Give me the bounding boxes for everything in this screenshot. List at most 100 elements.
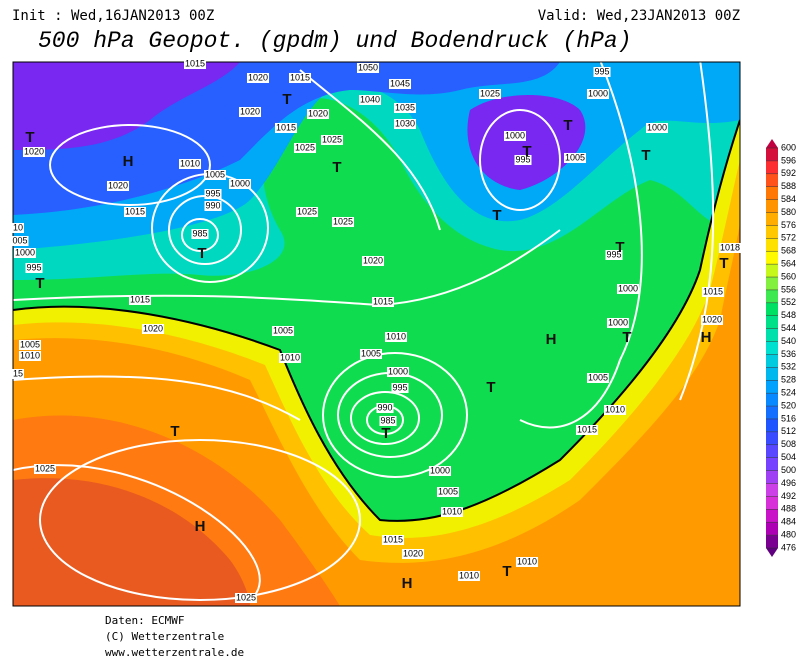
map-title: 500 hPa Geopot. (gpdm) und Bodendruck (h… (38, 28, 632, 54)
isobar-label-bg (616, 284, 640, 294)
colorbar-cell (766, 406, 778, 419)
isobar-label: 1020 (248, 72, 268, 82)
isobar-label-bg (645, 123, 669, 133)
isobar-label: 1005 (565, 152, 585, 162)
colorbar-label: 580 (781, 207, 796, 217)
isobar-label: 1018 (720, 242, 740, 252)
pressure-center: T (522, 143, 531, 160)
colorbar-cell (766, 483, 778, 497)
isobar-label-bg (11, 236, 29, 246)
isobar-label: 995 (515, 154, 530, 164)
colorbar-bottom-cap (766, 548, 778, 557)
isobar-label-bg (128, 295, 152, 305)
colorbar-label: 560 (781, 271, 796, 281)
pressure-center: H (546, 331, 557, 348)
isobar-label-bg (440, 507, 464, 517)
isobar-label: 1010 (20, 350, 40, 360)
isobar-label: 1015 (276, 122, 296, 132)
pressure-center: T (502, 563, 511, 580)
colorbar-cell (766, 457, 778, 471)
isobar-label-bg (293, 143, 317, 153)
colorbar-cell (766, 522, 778, 536)
isobar-label: 1015 (383, 534, 403, 544)
isobar-label: 995 (594, 66, 609, 76)
colorbar-cell (766, 225, 778, 239)
isobar-label: 995 (392, 382, 407, 392)
isobar-label-bg (605, 250, 623, 260)
isobar-label: 1025 (295, 142, 315, 152)
isobar-label-bg (359, 349, 383, 359)
isobar-label-bg (13, 248, 37, 258)
isobar-label: 1015 (703, 286, 723, 296)
isobar-label: 1000 (230, 178, 250, 188)
isobar-label: 1000 (15, 247, 35, 257)
isobar-label: 10 (13, 222, 23, 232)
isobar-label: 1030 (395, 118, 415, 128)
colorbar-label: 576 (781, 220, 796, 230)
colorbar-label: 536 (781, 349, 796, 359)
pressure-center: T (615, 239, 624, 256)
colorbar-label: 600 (781, 142, 796, 152)
colorbar-cell (766, 431, 778, 445)
colorbar-label: 596 (781, 155, 796, 165)
colorbar-cell (766, 393, 778, 407)
isobar-label: 005 (12, 235, 27, 245)
isobar-label: 1020 (24, 146, 44, 156)
isobar-label-bg (386, 367, 410, 377)
isobar-label-bg (22, 147, 46, 157)
copyright: (C) Wetterzentrale (105, 630, 224, 643)
isobar-label: 1025 (297, 206, 317, 216)
isobar-label-bg (141, 324, 165, 334)
colorbar-label: 524 (781, 388, 796, 398)
colorbar-cell (766, 418, 778, 432)
isobar-label: 1020 (308, 108, 328, 118)
colorbar-cell (766, 160, 778, 174)
colorbar-label: 584 (781, 194, 796, 204)
valid-time: Valid: Wed,23JAN2013 00Z (538, 8, 740, 24)
isobar-label: 995 (26, 262, 41, 272)
isobar-label-bg (391, 383, 409, 393)
isobar-label-bg (331, 217, 355, 227)
isobar-label: 985 (192, 228, 207, 238)
isobar-label: 1000 (608, 317, 628, 327)
isobar-label-bg (371, 297, 395, 307)
pressure-center: T (486, 379, 495, 396)
isobar-label-bg (563, 153, 587, 163)
colorbar-cell (766, 186, 778, 200)
isobar-label-bg (183, 59, 207, 69)
pressure-center: T (563, 117, 572, 134)
isobar-label-bg (228, 179, 252, 189)
isobar-label-bg (11, 369, 25, 379)
colorbar-cell (766, 251, 778, 265)
isobar-label: 1020 (702, 314, 722, 324)
isobar-label: 1020 (108, 180, 128, 190)
isobar-label: 985 (380, 415, 395, 425)
isobar-label-bg (701, 287, 725, 297)
isobar-label: 1015 (373, 296, 393, 306)
isobar-label: 1000 (505, 130, 525, 140)
colorbar-label: 520 (781, 400, 796, 410)
isobar-label-bg (178, 159, 202, 169)
isobar-label-bg (575, 425, 599, 435)
pressure-center: T (622, 329, 631, 346)
isobar-label: 1025 (35, 463, 55, 473)
isobar-label: 1010 (386, 331, 406, 341)
isobar-label-bg (718, 243, 742, 253)
colorbar-label: 504 (781, 452, 796, 462)
isobar-label: 1005 (438, 486, 458, 496)
colorbar-cell (766, 328, 778, 342)
colorbar-label: 552 (781, 297, 796, 307)
isobar-label-bg (401, 549, 425, 559)
colorbar-label: 540 (781, 336, 796, 346)
isobar-label-bg (428, 466, 452, 476)
colorbar-cell (766, 496, 778, 510)
isobar-label-bg (306, 109, 330, 119)
isobar-label-bg (515, 557, 539, 567)
isobar-label-bg (503, 131, 527, 141)
pressure-center: T (197, 245, 206, 262)
isobar-label: 15 (13, 368, 23, 378)
isobar-label: 1005 (20, 339, 40, 349)
isobar-label-bg (393, 103, 417, 113)
colorbar-cell (766, 380, 778, 394)
